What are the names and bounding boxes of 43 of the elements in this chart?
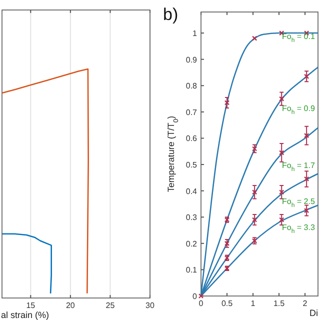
point	[279, 96, 284, 102]
point	[304, 74, 310, 80]
point	[224, 100, 230, 106]
y-tick-label: 0.9	[186, 55, 198, 64]
x-tick-label: 30	[146, 301, 155, 310]
y-tick-label: 0.5	[186, 160, 198, 170]
annotation: Fo$_{h}$ = 1.7	[282, 161, 316, 173]
y-tick-label: 0.7	[186, 108, 198, 117]
y-tick-label: 0.6	[186, 134, 198, 144]
point	[224, 240, 230, 246]
y-tick-label: 0.2	[186, 239, 198, 248]
x-tick-label: 25	[106, 301, 116, 310]
y-tick-label: 0	[192, 292, 198, 301]
point	[252, 190, 258, 195]
point	[252, 36, 258, 41]
x-tick-label: 2	[302, 299, 308, 308]
x-axis-title: al strain (%)	[1, 310, 50, 320]
point	[304, 208, 310, 214]
x-tick-label: 1.5	[273, 299, 286, 308]
y-tick-label: 1	[192, 29, 198, 38]
annotation: Fo$_{h}$ = 0.1	[282, 32, 316, 44]
point	[304, 132, 310, 138]
annotation: Fo$_{h}$ = 2.5	[282, 197, 316, 209]
point	[252, 217, 258, 222]
point	[279, 150, 284, 156]
x-tick-label: 0	[198, 299, 204, 308]
point	[279, 217, 284, 222]
x-tick-label: 1	[250, 299, 256, 308]
y-tick-label: 0.3	[186, 213, 198, 222]
y-tick-label: 0.8	[186, 82, 198, 91]
x-axis-title: Di	[310, 308, 318, 318]
x-tick-label: 15	[26, 301, 36, 310]
y-tick-label: 0.4	[186, 186, 198, 196]
annotation: Fo$_{h}$ = 0.9	[282, 104, 316, 116]
x-tick-label: 0.5	[221, 299, 234, 308]
point	[279, 190, 284, 195]
point	[304, 176, 310, 182]
point	[198, 293, 204, 299]
chart-title: b)	[163, 5, 178, 24]
x-tick-label: 20	[66, 301, 76, 310]
y-tick-label: 0.1	[186, 266, 198, 275]
point	[252, 146, 258, 152]
annotation: Fo$_{h}$ = 3.3	[282, 223, 316, 235]
